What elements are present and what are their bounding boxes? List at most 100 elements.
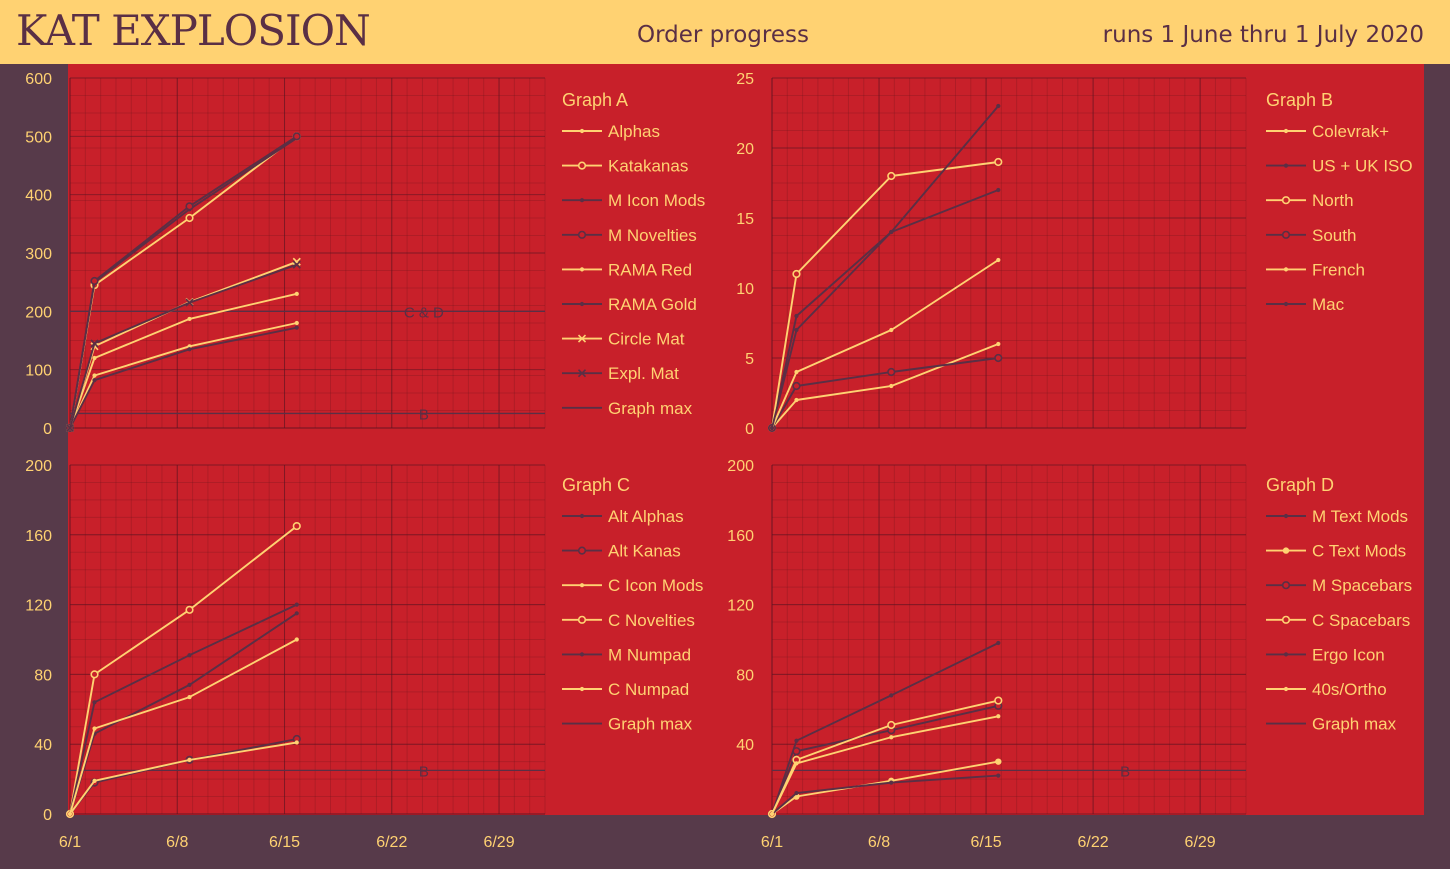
y-tick-label: 0 bbox=[43, 807, 52, 824]
legend-marker bbox=[1281, 615, 1291, 624]
data-point bbox=[887, 171, 896, 181]
legend-item-m-text-mods: M Text Mods bbox=[1266, 507, 1408, 526]
data-point bbox=[792, 381, 801, 391]
series-rama-gold bbox=[67, 325, 299, 431]
legend-item-expl-mat: Expl. Mat bbox=[562, 364, 679, 383]
data-point bbox=[294, 611, 299, 616]
data-point bbox=[292, 260, 301, 269]
data-point bbox=[294, 637, 299, 642]
series-line bbox=[771, 357, 999, 429]
y-tick-label: 40 bbox=[34, 737, 52, 754]
legend-marker bbox=[1283, 686, 1289, 692]
legend-marker bbox=[577, 161, 587, 170]
x-tick-label: 6/1 bbox=[761, 834, 783, 851]
legend-title: Graph A bbox=[562, 90, 628, 110]
legend-label: South bbox=[1312, 226, 1356, 245]
data-point bbox=[292, 132, 301, 141]
legend-label: French bbox=[1312, 260, 1365, 279]
legend-title: Graph B bbox=[1266, 90, 1333, 110]
legend-item-graph-max: Graph max bbox=[562, 399, 693, 418]
series-line bbox=[771, 189, 999, 429]
legend-item-north: North bbox=[1266, 191, 1354, 210]
data-point bbox=[996, 640, 1001, 646]
legend-item-katakanas: Katakanas bbox=[562, 157, 688, 176]
date-range: runs 1 June thru 1 July 2020 bbox=[1102, 22, 1424, 48]
legend-label: C Novelties bbox=[608, 611, 695, 630]
series-colevrak bbox=[769, 341, 1001, 431]
legend-marker bbox=[579, 267, 585, 272]
x-tick-label: 6/8 bbox=[868, 834, 890, 851]
y-tick-label: 15 bbox=[736, 211, 754, 228]
legend-label: M Icon Mods bbox=[608, 191, 705, 210]
y-tick-label: 0 bbox=[43, 421, 52, 438]
data-point bbox=[92, 355, 97, 361]
series-line bbox=[771, 774, 999, 815]
data-point bbox=[794, 738, 799, 743]
series-m-spacebars bbox=[767, 701, 1003, 819]
chart-graph-d: 40 80 120 160 200 6/1 6/8 6/15 6/22 6/29 B Graph D M… bbox=[727, 458, 1412, 851]
legend-marker bbox=[579, 652, 585, 657]
legend-label: 40s/Ortho bbox=[1312, 680, 1387, 699]
legend-item-rama-red: RAMA Red bbox=[562, 260, 692, 279]
legend: Graph D M Text Mods C Text Mods M Spacebars… bbox=[1266, 475, 1412, 734]
x-tick-label: 6/22 bbox=[1078, 834, 1109, 851]
data-point bbox=[889, 735, 894, 740]
series-us-uk-iso bbox=[769, 187, 1001, 431]
data-point bbox=[996, 341, 1001, 347]
series-line bbox=[69, 322, 298, 429]
series-c-novelties bbox=[65, 521, 301, 819]
series-line bbox=[69, 738, 297, 815]
data-point bbox=[90, 670, 99, 679]
y-tick-label: 400 bbox=[25, 188, 52, 205]
y-tick-label: 20 bbox=[736, 141, 754, 158]
legend-item-graph-max: Graph max bbox=[562, 715, 693, 734]
legend-label: C Icon Mods bbox=[608, 576, 703, 595]
data-point bbox=[185, 202, 194, 211]
y-tick-label: 0 bbox=[745, 421, 754, 438]
y-tick-label: 200 bbox=[25, 304, 52, 321]
legend: Graph A Alphas Katakanas M Icon Mods M Novel… bbox=[562, 90, 705, 418]
series-m-icon-mods bbox=[67, 135, 299, 431]
plot-background bbox=[68, 64, 1424, 815]
x-tick-label: 6/29 bbox=[1185, 834, 1216, 851]
series-circle-mat bbox=[65, 257, 301, 433]
series-line bbox=[69, 135, 298, 429]
data-point bbox=[996, 714, 1001, 719]
legend-label: US + UK ISO bbox=[1312, 157, 1413, 176]
legend: Graph B Colevrak+ US + UK ISO North South Fre… bbox=[1266, 90, 1413, 314]
y-tick-label: 40 bbox=[736, 737, 754, 754]
data-point bbox=[92, 778, 97, 783]
legend-marker bbox=[577, 615, 587, 624]
legend-marker bbox=[1282, 547, 1290, 554]
data-point bbox=[994, 696, 1003, 705]
legend-marker bbox=[1281, 196, 1291, 205]
legend-marker bbox=[579, 583, 585, 588]
legend-marker bbox=[1283, 652, 1289, 657]
legend-title: Graph C bbox=[562, 475, 630, 495]
data-point bbox=[794, 369, 799, 375]
series-line bbox=[69, 260, 298, 429]
legend-label: Alt Alphas bbox=[608, 507, 684, 526]
y-tick-label: 160 bbox=[727, 528, 754, 545]
data-point bbox=[996, 187, 1001, 193]
legend-label: Colevrak+ bbox=[1312, 122, 1389, 141]
legend-label: C Spacebars bbox=[1312, 611, 1410, 630]
legend-label: Mac bbox=[1312, 295, 1345, 314]
data-point bbox=[994, 157, 1003, 167]
y-tick-label: 200 bbox=[727, 458, 754, 475]
data-point bbox=[996, 103, 1001, 109]
data-point bbox=[90, 339, 99, 348]
series-line bbox=[69, 741, 297, 815]
data-point bbox=[889, 327, 894, 333]
data-point bbox=[92, 378, 97, 383]
data-point bbox=[794, 790, 799, 796]
series-line bbox=[771, 343, 999, 429]
legend-marker bbox=[1283, 267, 1289, 272]
series-line bbox=[69, 525, 298, 815]
legend-label: Graph max bbox=[1312, 715, 1397, 734]
series-expl-mat bbox=[65, 260, 301, 433]
legend-marker bbox=[577, 369, 587, 378]
legend-marker bbox=[579, 513, 585, 519]
series-south bbox=[767, 353, 1003, 433]
series-c-text-mods bbox=[768, 758, 1002, 818]
